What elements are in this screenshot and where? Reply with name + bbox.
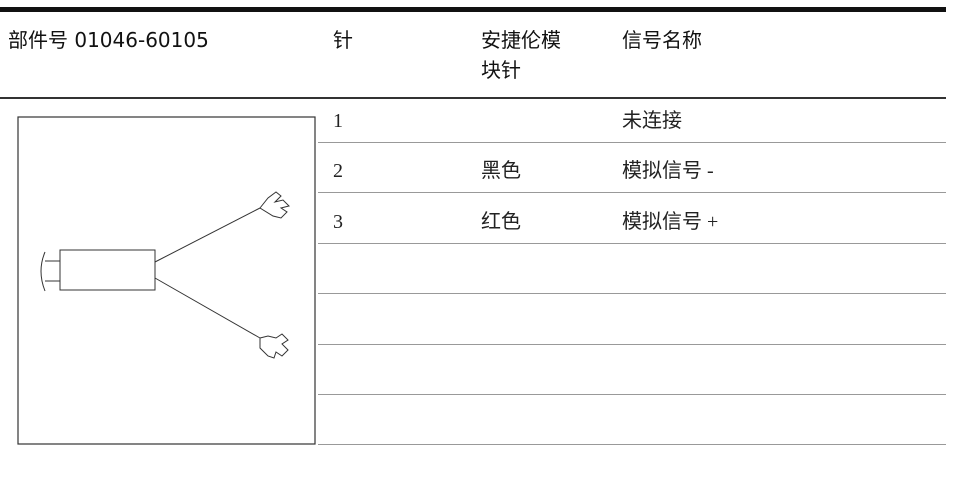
row-rule (318, 192, 946, 193)
header-rule (0, 97, 946, 99)
cell-pin: 2 (333, 160, 343, 183)
header-part-number: 部件号 01046-60105 (8, 28, 209, 52)
header-module-pin: 安捷伦模块针 (481, 28, 561, 82)
cell-pin: 1 (333, 110, 343, 132)
header-pin: 针 (333, 28, 353, 52)
cell-module-pin: 黑色 (481, 160, 521, 183)
cable-diagram (17, 116, 316, 445)
cell-signal: 模拟信号 - (622, 160, 714, 183)
cell-signal: 模拟信号 + (622, 210, 719, 233)
row-rule (318, 293, 946, 294)
row-rule (318, 344, 946, 345)
header-signal-name: 信号名称 (622, 28, 702, 52)
cell-signal: 未连接 (622, 110, 682, 132)
row-rule (318, 142, 946, 143)
row-rule (318, 243, 946, 244)
cell-module-pin: 红色 (481, 210, 521, 233)
cell-pin: 3 (333, 210, 343, 233)
top-rule (0, 7, 946, 12)
row-rule (318, 394, 946, 395)
row-rule (318, 444, 946, 445)
